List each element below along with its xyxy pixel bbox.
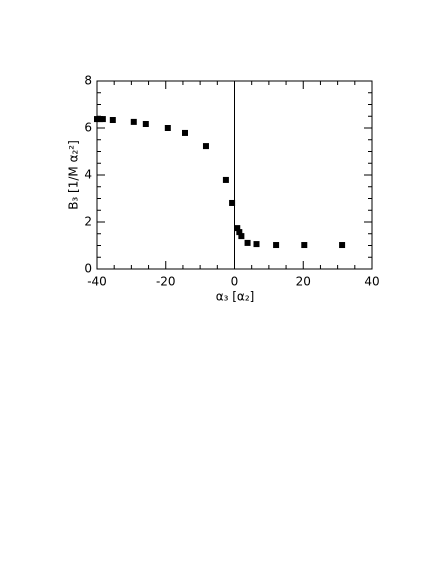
- marker: [238, 233, 245, 240]
- marker: [222, 176, 229, 183]
- y-tick-label: 6: [84, 121, 92, 135]
- marker: [301, 242, 308, 249]
- marker: [182, 129, 188, 136]
- x-tick-label: -20: [156, 275, 176, 289]
- marker: [229, 199, 236, 206]
- marker: [236, 229, 243, 236]
- marker: [142, 121, 149, 128]
- x-tick-label: 0: [231, 275, 239, 289]
- y-tick-label: 2: [84, 215, 92, 229]
- marker: [164, 125, 171, 131]
- y-tick-label: 0: [84, 262, 92, 276]
- x-axis-label: α₃ [α₂]: [216, 290, 255, 304]
- x-tick-label: -40: [87, 275, 107, 289]
- marker: [234, 225, 241, 232]
- y-tick-label: 8: [84, 74, 92, 88]
- marker: [94, 116, 100, 123]
- y-axis-label: B₃ [1/M α₂²]: [67, 140, 81, 210]
- marker: [273, 242, 280, 249]
- marker: [253, 241, 260, 248]
- marker: [244, 239, 251, 246]
- marker: [202, 143, 209, 150]
- marker: [339, 242, 346, 249]
- marker: [109, 117, 116, 124]
- x-tick-label: 40: [364, 275, 379, 289]
- y-tick-label: 4: [84, 168, 92, 182]
- marker: [99, 116, 106, 123]
- marker: [130, 118, 137, 125]
- x-tick-label: 20: [296, 275, 311, 289]
